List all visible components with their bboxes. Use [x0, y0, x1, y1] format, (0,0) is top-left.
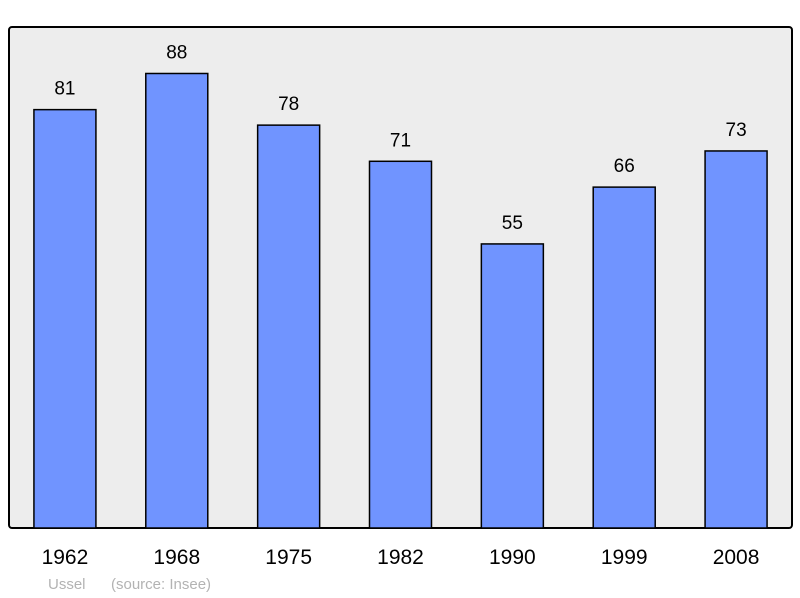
bar-1990 [480, 243, 545, 529]
data-label-1975: 78 [278, 94, 299, 115]
data-label-1982: 71 [390, 130, 411, 151]
bar-1982 [368, 160, 433, 529]
caption-source: (source: Insee) [111, 576, 211, 593]
x-tick-1968: 1968 [153, 546, 200, 569]
bar-2008 [704, 150, 768, 529]
bar-1962 [33, 108, 97, 529]
bar-1975 [256, 124, 321, 529]
data-label-2008: 73 [726, 120, 747, 141]
x-tick-1982: 1982 [377, 546, 424, 569]
data-label-1999: 66 [614, 156, 635, 177]
bar-1968 [145, 72, 209, 529]
x-tick-1975: 1975 [265, 546, 312, 569]
x-tick-1999: 1999 [601, 546, 648, 569]
x-tick-1990: 1990 [489, 546, 536, 569]
x-tick-1962: 1962 [42, 546, 89, 569]
x-tick-2008: 2008 [713, 546, 760, 569]
data-label-1962: 81 [54, 79, 75, 100]
caption-place: Ussel [48, 576, 86, 593]
data-label-1990: 55 [502, 213, 523, 234]
data-label-1968: 88 [166, 42, 187, 63]
bar-1999 [592, 186, 656, 529]
